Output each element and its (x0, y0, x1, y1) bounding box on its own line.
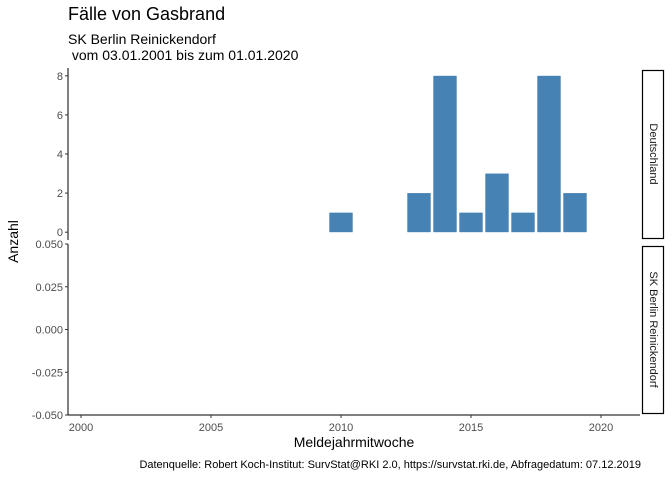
facet-strip (641, 69, 665, 240)
bar-2017 (511, 212, 535, 233)
bar-2015 (459, 212, 483, 233)
y-tick-label: 4 (57, 149, 63, 161)
subtitle-line-1: SK Berlin Reinickendorf (68, 31, 216, 47)
x-tick-label: 2005 (199, 422, 223, 434)
facet-strip (641, 245, 665, 415)
facet-strip-label: Deutschland (647, 123, 659, 184)
y-tick-label: 0.050 (35, 239, 63, 251)
x-tick-label: 2015 (459, 422, 483, 434)
bar-2018 (537, 75, 561, 233)
bar-2010 (329, 212, 353, 233)
y-tick-label: -0.050 (32, 410, 63, 422)
y-tick-label: 8 (57, 71, 63, 83)
x-tick-label: 2010 (329, 422, 353, 434)
bar-2019 (563, 193, 587, 233)
bar-2014 (433, 75, 457, 233)
facet-strip-label: SK Berlin Reinickendorf (647, 271, 659, 388)
x-tick-label: 2000 (69, 422, 93, 434)
subtitle-line-2: vom 03.01.2001 bis zum 01.01.2020 (68, 47, 299, 63)
data-source-caption: Datenquelle: Robert Koch-Institut: SurvS… (139, 459, 641, 471)
y-tick-label: -0.025 (32, 367, 63, 379)
y-axis-title: Anzahl (5, 220, 21, 263)
y-tick-label: 2 (57, 188, 63, 200)
chart-title: Fälle von Gasbrand (68, 4, 226, 24)
y-tick-label: 6 (57, 110, 63, 122)
chart-subtitle: SK Berlin Reinickendorf vom 03.01.2001 b… (68, 31, 298, 63)
y-tick-label: 0.000 (35, 325, 63, 337)
y-tick-label: 0 (57, 227, 63, 239)
x-tick-label: 2020 (589, 422, 613, 434)
bar-2016 (485, 173, 509, 233)
bar-2013 (407, 193, 431, 233)
y-tick-label: 0.025 (35, 282, 63, 294)
x-axis-title: Meldejahrmitwoche (294, 434, 415, 450)
